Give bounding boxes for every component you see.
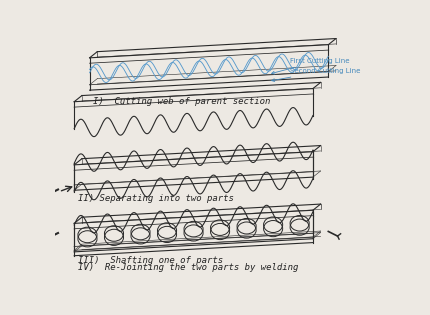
Text: I)  Cutting web of parent section: I) Cutting web of parent section	[93, 97, 270, 106]
Text: IV)  Re-Jointing the two parts by welding: IV) Re-Jointing the two parts by welding	[78, 263, 298, 272]
Text: Second Cutting Line: Second Cutting Line	[271, 68, 359, 82]
Text: III)  Shafting one of parts: III) Shafting one of parts	[78, 256, 223, 265]
Text: II) Separating into two parts: II) Separating into two parts	[78, 194, 233, 203]
Text: First Cutting Line: First Cutting Line	[271, 58, 348, 74]
